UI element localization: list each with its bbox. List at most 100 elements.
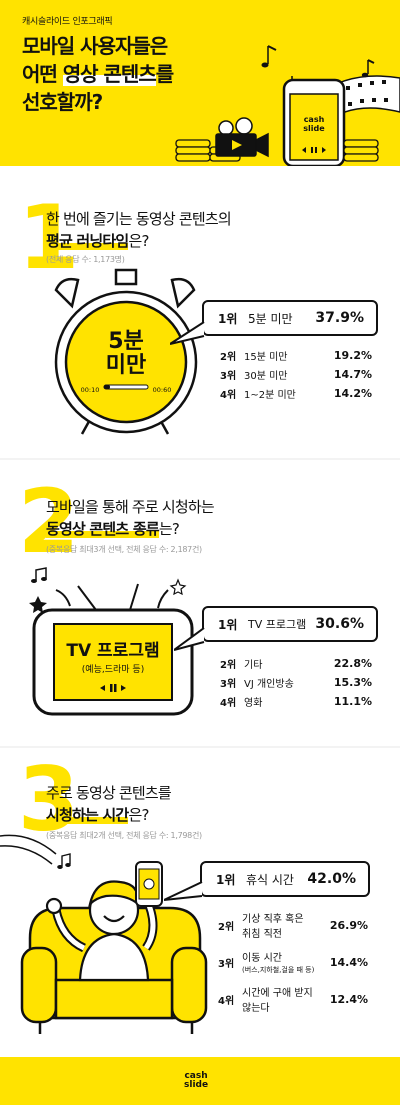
smartphone-icon: [135, 861, 163, 907]
rank-label: 이동 시간 (버스,지하철,걸을 때 등): [242, 949, 330, 975]
page-title: 모바일 사용자들은 어떤 영상 콘텐츠를 선호할까?: [22, 32, 174, 116]
top-label: 5분 미만: [248, 311, 293, 326]
rank: 3위: [218, 958, 235, 970]
header-banner: 캐시슬라이드 인포그래픽 모바일 사용자들은 어떤 영상 콘텐츠를 선호할까?: [0, 0, 400, 166]
rank-percent: 15.3%: [333, 676, 372, 689]
logo-line-1: cash: [184, 1071, 208, 1081]
top-percent: 30.6%: [315, 616, 364, 632]
rank-list: 2위 15분 미만 19.2% 3위 30분 미만 14.7% 4위 1~2분 미만 14.…: [220, 346, 372, 403]
phone-logo-slide: slide: [303, 124, 325, 133]
rank-label: VJ 개인방송: [244, 679, 294, 690]
phone-logo-cash: cash: [304, 115, 325, 124]
header-illustration: cash slide: [175, 45, 400, 166]
clock-start: 00:10: [81, 386, 100, 394]
rank-label: 30분 미만: [244, 371, 288, 382]
rank: 2위: [220, 352, 237, 363]
rank: 4위: [220, 698, 237, 709]
top-label: 휴식 시간: [246, 872, 294, 887]
rank: 4위: [220, 390, 237, 401]
rank-label-line: 기상 직후 혹은: [242, 914, 304, 925]
bubble-tail: [164, 882, 203, 901]
rank-row: 2위 15분 미만 19.2%: [220, 346, 372, 365]
question-line-2: 시청하는 시간은?: [46, 804, 171, 826]
section-number: 3: [18, 748, 80, 851]
tv-subtitle: (예능,드라마 등): [82, 664, 144, 675]
rank-percent: 11.1%: [333, 695, 372, 708]
clock-text-2: 미만: [106, 353, 146, 378]
tv-illustration: TV 프로그램 (예능,드라마 등): [29, 567, 194, 716]
question-line-2: 평균 러닝타임은?: [46, 230, 231, 252]
rank: 2위: [220, 660, 237, 671]
section-question: 주로 동영상 콘텐츠를 시청하는 시간은?: [46, 782, 172, 826]
rank: 2위: [218, 921, 235, 933]
rank-percent: 12.4%: [329, 992, 368, 1006]
question-line-1: 한 번에 즐기는 동영상 콘텐츠의: [46, 210, 232, 228]
rank-percent: 26.9%: [329, 918, 368, 932]
question-line-2: 동영상 콘텐츠 종류는?: [46, 518, 214, 540]
question-tail: 은?: [128, 806, 149, 824]
section-content-type: 2 모바일을 통해 주로 시청하는 동영상 콘텐츠 종류는? (중복응답 최대3…: [0, 460, 400, 746]
section-viewing-time: 3 주로 동영상 콘텐츠를 시청하는 시간은? (중복응답 최대2개 선택, 전…: [0, 748, 400, 1057]
tv-title: TV 프로그램: [66, 641, 159, 661]
footer-banner: cash slide: [0, 1057, 400, 1105]
music-note-icon: [57, 853, 71, 869]
title-line-2-pre: 어떤: [22, 62, 63, 86]
cashslide-logo: cash slide: [184, 1072, 208, 1090]
rank-label-line: 취침 직전: [242, 929, 282, 940]
question-line-1: 모바일을 통해 주로 시청하는: [46, 498, 215, 516]
question-bold: 평균 러닝타임: [46, 232, 129, 250]
clock-text-1: 5분: [108, 329, 144, 354]
rank-row: 3위 30분 미만 14.7%: [220, 365, 372, 384]
smartphone-icon: cash slide: [282, 78, 346, 166]
top-rank: 1위: [218, 617, 238, 632]
top-rank: 1위: [218, 311, 238, 326]
rank-row: 4위 영화 11.1%: [220, 692, 372, 711]
person-on-sofa-illustration: [0, 834, 208, 1034]
title-line-2-post: 를: [155, 62, 174, 86]
bubble-tail: [170, 322, 205, 345]
top-result-bubble: 1위 TV 프로그램 30.6%: [202, 606, 378, 642]
section-question: 모바일을 통해 주로 시청하는 동영상 콘텐츠 종류는?: [46, 496, 215, 540]
rank: 4위: [218, 995, 235, 1007]
rank: 3위: [220, 679, 237, 690]
section-runtime: 1 한 번에 즐기는 동영상 콘텐츠의 평균 러닝타임은? (전체 응답 수: …: [0, 166, 400, 458]
rank-label: 15분 미만: [244, 352, 288, 363]
rank-sublabel: (버스,지하철,걸을 때 등): [242, 966, 315, 974]
title-line-3: 선호할까?: [22, 90, 103, 114]
rank-list: 2위 기타 22.8% 3위 VJ 개인방송 15.3% 4위 영화 11.1%: [220, 654, 372, 711]
title-line-2: 어떤 영상 콘텐츠를: [22, 60, 174, 88]
music-note-icon: [31, 567, 47, 583]
response-note: (중복응답 최대3개 선택, 전체 응답 수: 2,187건): [46, 545, 202, 554]
question-tail: 은?: [128, 232, 149, 250]
rank-row: 2위 기타 22.8%: [220, 654, 372, 673]
header-kicker: 캐시슬라이드 인포그래픽: [22, 17, 113, 27]
sparkle-icon: [29, 578, 187, 613]
top-rank: 1위: [216, 872, 236, 887]
question-tail: 는?: [158, 520, 180, 538]
response-note: (중복응답 최대2개 선택, 전체 응답 수: 1,798건): [46, 831, 202, 840]
section-divider: [0, 746, 400, 748]
rank-row: 4위 1~2분 미만 14.2%: [220, 384, 372, 403]
question-bold: 시청하는 시간: [46, 806, 129, 824]
rank-label-line: 시간에 구애 받지: [242, 988, 313, 999]
video-camera-icon: [215, 117, 269, 158]
top-percent: 37.9%: [315, 310, 364, 326]
rank-label: 영화: [244, 698, 263, 709]
rank-label-line: 않는다: [242, 1003, 270, 1014]
title-line-1: 모바일 사용자들은: [22, 34, 168, 58]
rank-label: 1~2분 미만: [244, 390, 296, 401]
clock-end: 00:60: [153, 386, 172, 394]
question-line-1: 주로 동영상 콘텐츠를: [46, 784, 172, 802]
rank: 3위: [220, 371, 237, 382]
top-result-bubble: 1위 휴식 시간 42.0%: [200, 861, 370, 897]
title-highlight: 영상 콘텐츠: [62, 62, 157, 86]
logo-line-2: slide: [184, 1080, 209, 1090]
question-bold: 동영상 콘텐츠 종류: [46, 520, 160, 538]
rank-percent: 14.4%: [329, 955, 368, 969]
top-label: TV 프로그램: [248, 618, 307, 631]
